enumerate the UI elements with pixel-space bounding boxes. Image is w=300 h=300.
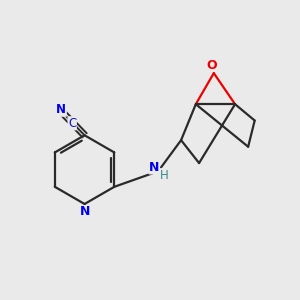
Text: O: O [207,59,218,72]
Text: N: N [56,103,66,116]
Text: C: C [68,117,76,130]
Text: H: H [160,169,168,182]
Text: N: N [149,161,159,174]
Text: N: N [80,205,90,218]
